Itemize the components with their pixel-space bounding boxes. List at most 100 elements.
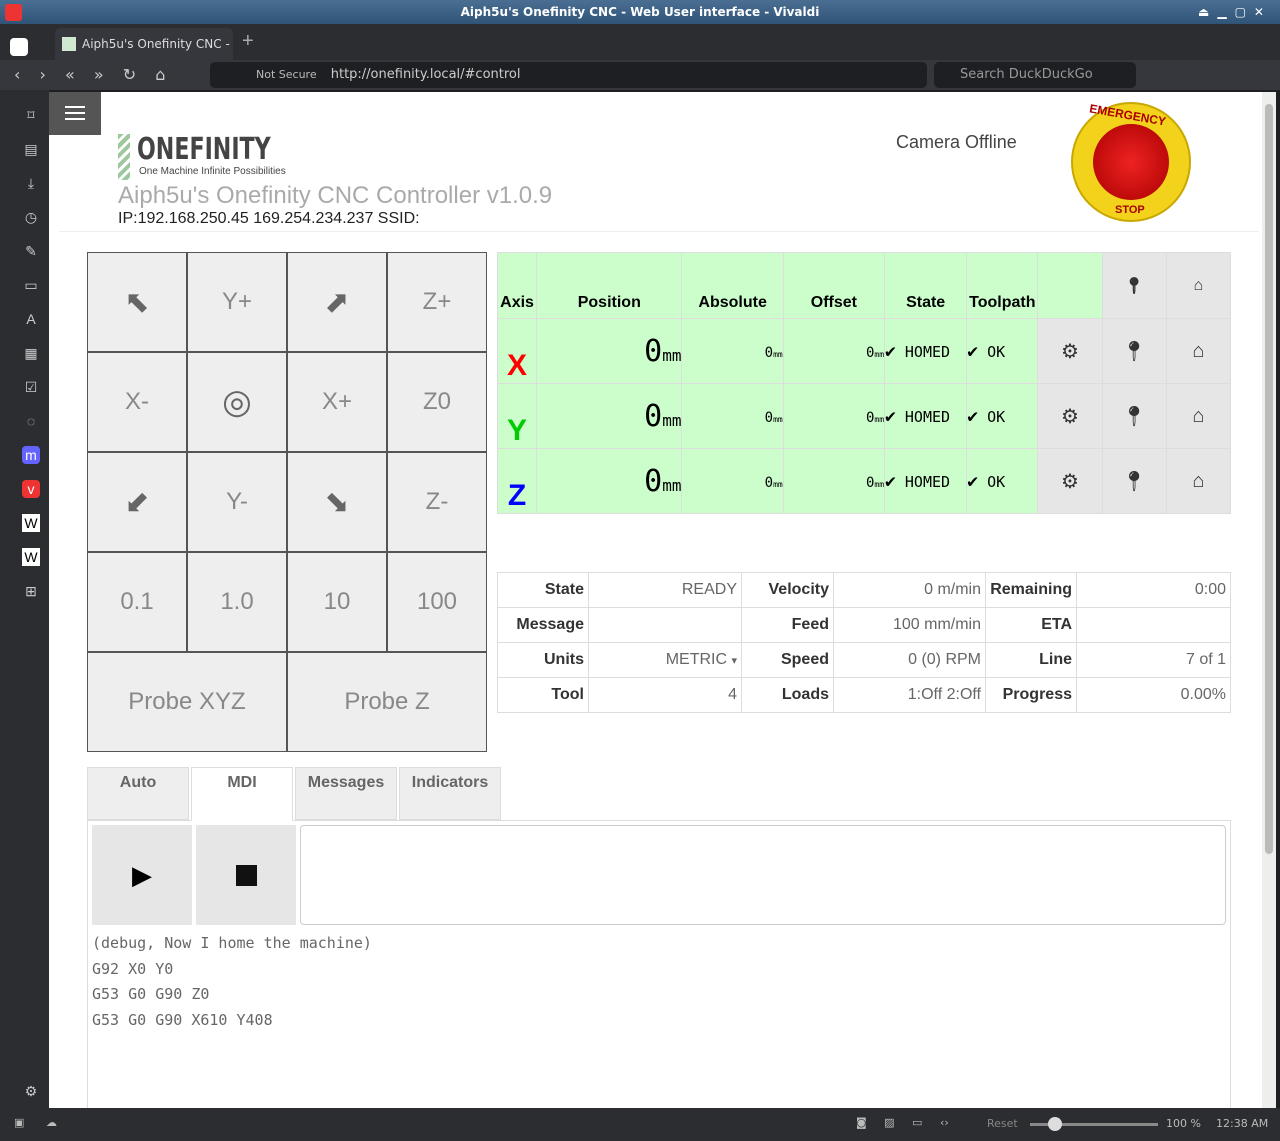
home-axis-button[interactable]: ⌂: [1165, 448, 1232, 514]
mdi-log-line: G53 G0 G90 X610 Y408: [92, 1011, 273, 1029]
history-icon[interactable]: ◷: [24, 209, 38, 225]
probe-z-button[interactable]: Probe Z: [287, 652, 487, 752]
absolute-value: 0mm: [681, 448, 784, 514]
emergency-stop-button[interactable]: EMERGENCY STOP: [1071, 101, 1191, 222]
set-all-position-button[interactable]: 📍︎: [1101, 252, 1167, 319]
stop-button[interactable]: [196, 825, 296, 925]
home-axis-button[interactable]: ⌂: [1165, 318, 1232, 384]
step-0.1-button[interactable]: 0.1: [87, 552, 187, 652]
axis-settings-button[interactable]: ⚙: [1037, 448, 1103, 514]
header-toolpath: Toolpath: [966, 252, 1039, 319]
check-circle-icon: ✔: [967, 340, 979, 362]
url-field[interactable]: Not Secure http://onefinity.local/#contr…: [210, 62, 927, 88]
header-axis: Axis: [496, 252, 538, 319]
jog-y-plus-button[interactable]: Y+: [187, 252, 287, 352]
tab-indicators[interactable]: Indicators: [399, 767, 501, 820]
chevron-down-icon: ▾: [731, 655, 737, 667]
jog-x-minus-y-minus-button[interactable]: ⬋: [87, 452, 187, 552]
step-10-button[interactable]: 10: [287, 552, 387, 652]
browser-tab[interactable]: Aiph5u's Onefinity CNC - W: [55, 28, 233, 60]
wikipedia-icon[interactable]: W: [22, 514, 40, 532]
step-1.0-button[interactable]: 1.0: [187, 552, 287, 652]
new-tab-icon[interactable]: +: [242, 30, 254, 52]
position-value: 0mm: [536, 318, 683, 384]
home-all-button[interactable]: ⌂: [1165, 252, 1232, 319]
gear-icon: ⚙: [1061, 405, 1079, 428]
mdi-log-line: G53 G0 G90 Z0: [92, 985, 210, 1003]
window-panel-icon[interactable]: ▭: [24, 277, 38, 293]
position-value: 0mm: [536, 383, 683, 449]
jog-x-plus-y-plus-button[interactable]: ⬈: [287, 252, 387, 352]
toolpath-cell: ✔ OK: [966, 383, 1039, 449]
page-scrollbar[interactable]: [1262, 92, 1276, 1108]
units-select[interactable]: METRIC ▾: [588, 642, 742, 678]
jog-x-minus-button[interactable]: X-: [87, 352, 187, 452]
run-button[interactable]: ▶: [92, 825, 192, 925]
axis-name: X: [496, 318, 538, 384]
zoom-reset-button[interactable]: Reset: [987, 1117, 1018, 1130]
capture-icons[interactable]: ◙ ▨ ▭ ‹›: [856, 1116, 949, 1129]
menu-button[interactable]: [49, 92, 101, 135]
axis-settings-button[interactable]: ⚙: [1037, 318, 1103, 384]
mdi-log-line: (debug, Now I home the machine): [92, 934, 372, 952]
header-blank: [1037, 252, 1103, 319]
calendar-icon[interactable]: ▦: [24, 345, 38, 361]
step-100-button[interactable]: 100: [387, 552, 487, 652]
add-panel-icon[interactable]: ⊞: [25, 583, 37, 599]
notes-icon[interactable]: ✎: [25, 243, 37, 259]
mdi-input[interactable]: [300, 825, 1226, 925]
probe-xyz-button[interactable]: Probe XYZ: [87, 652, 287, 752]
search-placeholder: Search DuckDuckGo: [960, 67, 1093, 82]
wikipedia-icon[interactable]: W: [22, 548, 40, 566]
jog-y-minus-button[interactable]: Y-: [187, 452, 287, 552]
set-position-button[interactable]: 📍︎: [1101, 318, 1167, 384]
clock: 12:38 AM: [1216, 1117, 1269, 1130]
reading-list-icon[interactable]: ▤: [24, 141, 38, 157]
vivaldi-panel-icon[interactable]: v: [22, 480, 40, 498]
bookmarks-icon[interactable]: ⌑: [27, 107, 35, 123]
jog-x-minus-y-plus-button[interactable]: ⬉: [87, 252, 187, 352]
tab-messages[interactable]: Messages: [295, 767, 397, 820]
axis-row: X 0mm 0mm 0mm ✔ HOMED ✔ OK ⚙ 📍︎ ⌂: [496, 318, 1232, 384]
progress-value: 0.00%: [1076, 677, 1231, 713]
zero-z-button[interactable]: Z0: [387, 352, 487, 452]
address-bar-row: ‹ › « » ↻ ⌂ Not Secure http://onefinity.…: [0, 60, 1280, 90]
vivaldi-menu-icon[interactable]: [10, 38, 28, 56]
jog-z-minus-button[interactable]: Z-: [387, 452, 487, 552]
header-divider: [59, 231, 1259, 232]
zoom-slider[interactable]: [1030, 1117, 1158, 1131]
go-to-zero-target-icon[interactable]: ◎: [187, 352, 287, 452]
set-position-button[interactable]: 📍︎: [1101, 448, 1167, 514]
search-field[interactable]: Search DuckDuckGo: [934, 62, 1136, 88]
line-value: 7 of 1: [1076, 642, 1231, 678]
map-marker-icon: 📍︎: [1121, 470, 1147, 493]
units-value: METRIC: [665, 651, 728, 668]
axis-settings-button[interactable]: ⚙: [1037, 383, 1103, 449]
jog-x-plus-y-minus-button[interactable]: ⬊: [287, 452, 387, 552]
sync-cloud-icon[interactable]: ☁: [46, 1116, 57, 1129]
home-icon: ⌂: [1193, 276, 1204, 294]
axis-name: Y: [496, 383, 538, 449]
translate-icon[interactable]: A: [26, 311, 36, 327]
nav-buttons-icon[interactable]: ‹ › « » ↻ ⌂: [14, 65, 166, 84]
jog-x-plus-button[interactable]: X+: [287, 352, 387, 452]
estop-label-bottom: STOP: [1115, 204, 1145, 216]
tab-mdi[interactable]: MDI: [191, 767, 293, 821]
axes-table: Axis Position Absolute Offset State Tool…: [496, 252, 1232, 514]
scrollbar-thumb[interactable]: [1265, 104, 1273, 854]
feeds-icon[interactable]: ◌: [26, 413, 36, 429]
window-controls[interactable]: ⏏▁▢✕: [1198, 5, 1272, 19]
toolpath-cell: ✔ OK: [966, 318, 1039, 384]
ip-info: IP:192.168.250.45 169.254.234.237 SSID:: [118, 210, 420, 227]
downloads-icon[interactable]: ⤓: [27, 175, 35, 191]
panel-toggle-icon[interactable]: ▣: [14, 1116, 25, 1129]
settings-icon[interactable]: ⚙: [24, 1083, 38, 1099]
tab-auto[interactable]: Auto: [87, 767, 189, 820]
set-position-button[interactable]: 📍︎: [1101, 383, 1167, 449]
mastodon-icon[interactable]: m: [22, 446, 40, 464]
jog-z-plus-button[interactable]: Z+: [387, 252, 487, 352]
map-marker-icon: 📍︎: [1121, 405, 1147, 428]
tasks-icon[interactable]: ☑: [24, 379, 38, 395]
home-axis-button[interactable]: ⌂: [1165, 383, 1232, 449]
zoom-slider-handle[interactable]: [1048, 1117, 1062, 1131]
